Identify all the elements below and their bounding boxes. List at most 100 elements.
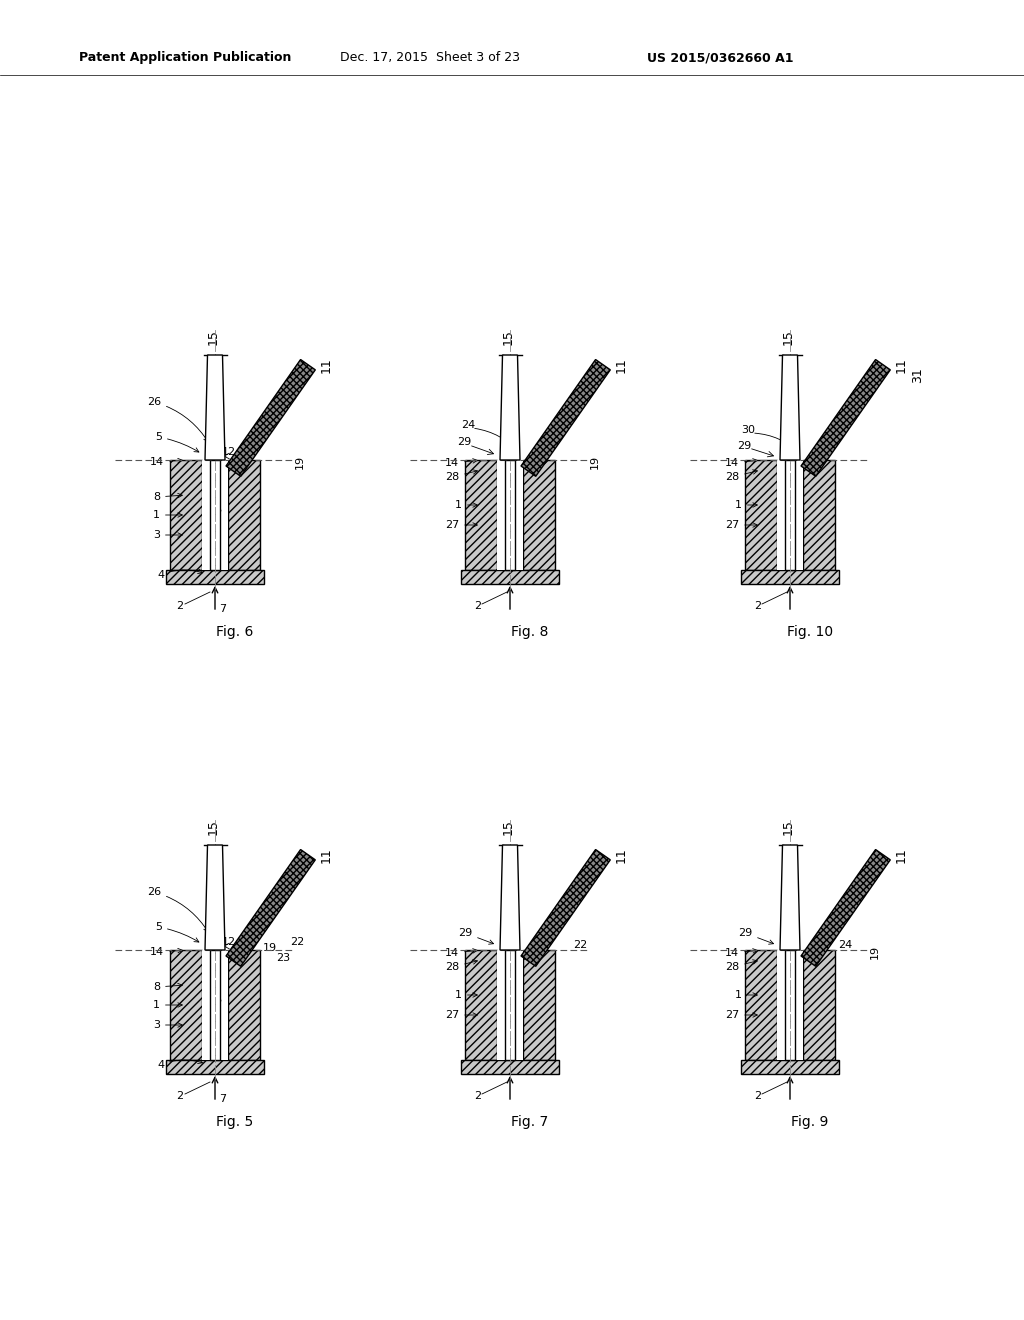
Text: 23: 23 [275, 953, 290, 964]
Text: 1: 1 [455, 500, 477, 510]
Text: 22: 22 [290, 937, 304, 946]
Bar [202, 459, 228, 570]
Text: 6: 6 [214, 506, 221, 515]
Text: 4: 4 [157, 1059, 203, 1071]
Bar [461, 570, 559, 583]
Polygon shape [780, 845, 800, 950]
Polygon shape [205, 845, 225, 950]
Text: 2: 2 [474, 1092, 481, 1101]
Text: 14: 14 [150, 457, 182, 467]
Text: 14: 14 [445, 948, 477, 958]
Text: Fig. 7: Fig. 7 [511, 1115, 549, 1129]
Text: US 2015/0362660 A1: US 2015/0362660 A1 [647, 51, 794, 65]
Bar [741, 570, 839, 583]
Text: 14: 14 [725, 458, 758, 469]
Text: 12: 12 [222, 447, 237, 457]
Text: 29: 29 [737, 441, 752, 451]
Bar [210, 950, 220, 1060]
Text: 6: 6 [214, 995, 221, 1005]
Bar [803, 459, 835, 570]
Text: 11: 11 [614, 847, 628, 862]
Text: 2: 2 [474, 601, 481, 611]
Text: 2: 2 [176, 1092, 183, 1101]
Text: 29: 29 [738, 928, 773, 944]
Bar [465, 950, 497, 1060]
Polygon shape [226, 359, 315, 477]
Text: 15: 15 [502, 820, 514, 836]
Text: 11: 11 [319, 847, 333, 862]
Text: 28: 28 [725, 470, 758, 482]
Bar [785, 950, 795, 1060]
Bar [202, 950, 228, 1060]
Bar [745, 950, 777, 1060]
Text: 27: 27 [445, 520, 477, 531]
Text: 11: 11 [319, 356, 333, 372]
Bar [741, 1060, 839, 1074]
Text: 8: 8 [153, 982, 182, 993]
Text: 19: 19 [590, 455, 600, 469]
Bar [803, 950, 835, 1060]
Text: 29: 29 [458, 928, 494, 944]
Polygon shape [500, 355, 520, 459]
Text: Dec. 17, 2015  Sheet 3 of 23: Dec. 17, 2015 Sheet 3 of 23 [340, 51, 520, 65]
Text: 3: 3 [153, 1020, 182, 1030]
Text: 2: 2 [755, 1092, 762, 1101]
Text: 19: 19 [870, 945, 880, 960]
Bar [166, 1060, 264, 1074]
Bar [166, 570, 264, 583]
Bar [170, 950, 202, 1060]
Polygon shape [521, 359, 610, 477]
Text: 15: 15 [207, 329, 219, 345]
Text: Fig. 8: Fig. 8 [511, 624, 549, 639]
Bar [505, 459, 515, 570]
Text: 4: 4 [157, 569, 203, 579]
Text: 11: 11 [894, 847, 907, 862]
Text: Fig. 9: Fig. 9 [792, 1115, 828, 1129]
Text: 28: 28 [445, 470, 477, 482]
Text: 15: 15 [502, 329, 514, 345]
Bar [745, 459, 777, 570]
Polygon shape [780, 355, 800, 459]
Text: 24: 24 [838, 940, 852, 950]
Text: 14: 14 [725, 948, 758, 958]
Bar [170, 459, 202, 570]
Bar [228, 950, 260, 1060]
Text: 14: 14 [445, 458, 477, 469]
Bar [228, 459, 260, 570]
Text: 7: 7 [219, 1094, 226, 1104]
Text: 27: 27 [445, 1010, 477, 1020]
Text: 15: 15 [781, 820, 795, 836]
Text: 28: 28 [725, 960, 758, 972]
Bar [465, 459, 497, 570]
Text: Fig. 10: Fig. 10 [786, 624, 834, 639]
Polygon shape [500, 845, 520, 950]
Text: 19: 19 [263, 942, 278, 953]
Text: 19: 19 [295, 455, 305, 469]
Text: 11: 11 [614, 356, 628, 372]
Text: 27: 27 [725, 1010, 758, 1020]
Polygon shape [801, 850, 890, 966]
Text: 28: 28 [445, 960, 477, 972]
Text: 1: 1 [153, 510, 182, 520]
Text: 7: 7 [219, 605, 226, 614]
Text: 11: 11 [894, 356, 907, 372]
Text: 2: 2 [755, 601, 762, 611]
Text: 26: 26 [147, 397, 208, 442]
Text: 3: 3 [153, 531, 182, 540]
Bar [777, 459, 803, 570]
Text: 15: 15 [781, 329, 795, 345]
Text: 1: 1 [153, 1001, 182, 1010]
Text: Fig. 6: Fig. 6 [216, 624, 254, 639]
Text: 15: 15 [207, 820, 219, 836]
Bar [497, 950, 523, 1060]
Text: 31: 31 [911, 367, 925, 383]
Bar [777, 950, 803, 1060]
Text: 2: 2 [176, 601, 183, 611]
Text: 8: 8 [153, 492, 182, 502]
Text: 5: 5 [155, 432, 199, 451]
Polygon shape [521, 850, 610, 966]
Polygon shape [226, 850, 315, 966]
Text: 1: 1 [455, 990, 477, 1001]
Text: 22: 22 [572, 940, 587, 950]
Text: 24: 24 [461, 420, 475, 430]
